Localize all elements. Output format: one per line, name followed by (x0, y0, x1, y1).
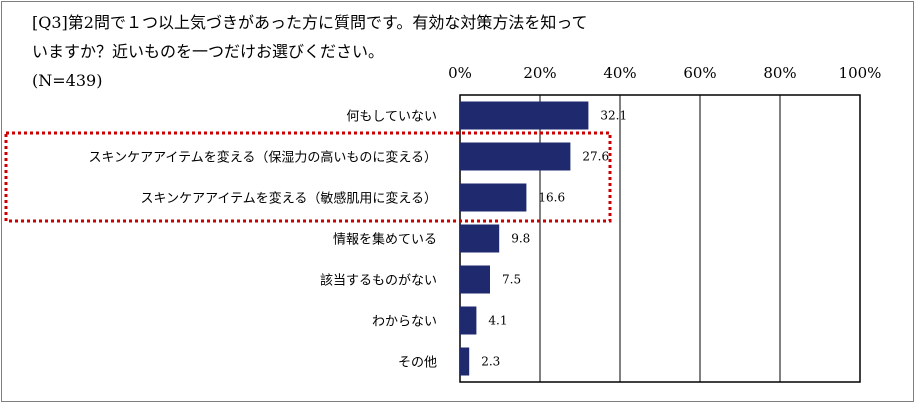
category-label-3: 情報を集めている (333, 232, 437, 248)
chart-title: [Q3]第2問で１つ以上気づきがあった方に質問です。有効な対策方法を知って いま… (32, 8, 732, 95)
category-label-0: 何もしていない (346, 109, 437, 125)
bar-1 (460, 142, 571, 171)
category-label-4: 該当するものがない (320, 273, 437, 289)
bar-0 (460, 101, 589, 130)
title-line-2: いますか？近いものを一つだけお選びください。 (32, 42, 385, 61)
bar-5 (460, 306, 477, 335)
value-label-0: 32.1 (600, 109, 627, 123)
value-label-1: 27.6 (582, 150, 609, 164)
value-label-6: 2.3 (481, 355, 500, 369)
title-line-1: [Q3]第2問で１つ以上気づきがあった方に質問です。有効な対策方法を知って (32, 13, 588, 32)
x-tick-label-80: 80% (763, 64, 796, 82)
bar-4 (460, 265, 490, 294)
value-label-5: 4.1 (488, 314, 507, 328)
value-label-4: 7.5 (502, 273, 521, 287)
x-tick-label-40: 40% (603, 64, 636, 82)
category-label-5: わからない (372, 315, 437, 330)
value-label-3: 9.8 (511, 232, 530, 246)
title-line-3: (N=439) (32, 71, 103, 90)
bar-6 (460, 347, 470, 376)
category-label-2: スキンケアアイテムを変える（敏感肌用に変える） (140, 191, 437, 207)
category-label-1: スキンケアアイテムを変える（保湿力の高いものに変える） (88, 150, 437, 166)
value-label-2: 16.6 (538, 191, 565, 205)
category-label-6: その他 (398, 356, 437, 371)
x-tick-label-0: 0% (448, 64, 472, 82)
x-tick-label-20: 20% (523, 64, 556, 82)
bar-2 (460, 183, 527, 212)
bar-3 (460, 224, 500, 253)
x-tick-label-100: 100% (839, 64, 882, 82)
x-tick-label-60: 60% (683, 64, 716, 82)
highlight-box (4, 131, 612, 223)
